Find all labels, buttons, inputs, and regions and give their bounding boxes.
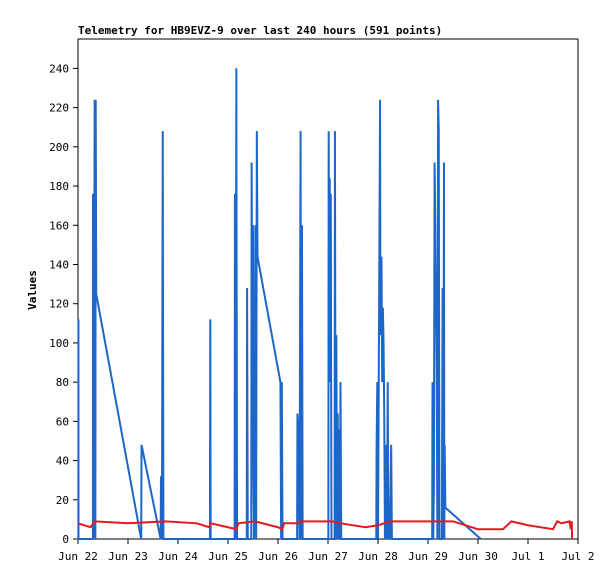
chart-title: Telemetry for HB9EVZ-9 over last 240 hou… — [78, 24, 442, 37]
x-tick-label: Jun 30 — [458, 550, 498, 563]
y-tick-label: 20 — [56, 494, 69, 507]
y-tick-label: 240 — [49, 62, 69, 75]
x-tick-label: Jun 28 — [358, 550, 398, 563]
x-tick-label: Jun 27 — [308, 550, 348, 563]
x-axis: Jun 22 Jun 23 Jun 24 Jun 25 Jun 26 Jun 27 Jun … — [58, 539, 595, 563]
y-tick-label: 0 — [62, 533, 69, 546]
x-tick-label: Jun 24 — [158, 550, 198, 563]
y-axis: 0 20 40 60 80 100 120 140 160 180 200 220 240 — [49, 62, 78, 546]
x-tick-label: Jul 1 — [511, 550, 544, 563]
y-tick-label: 200 — [49, 141, 69, 154]
series-line-2 — [77, 520, 574, 540]
x-tick-label: Jun 22 — [58, 550, 98, 563]
x-tick-label: Jun 29 — [408, 550, 448, 563]
x-tick-label: Jun 25 — [208, 550, 248, 563]
y-tick-label: 140 — [49, 258, 69, 271]
series-line-1 — [77, 68, 482, 540]
y-tick-label: 220 — [49, 102, 69, 115]
y-tick-label: 80 — [56, 376, 69, 389]
y-tick-label: 180 — [49, 180, 69, 193]
y-tick-label: 160 — [49, 219, 69, 232]
y-tick-label: 120 — [49, 298, 69, 311]
x-tick-label: Jul 2 — [561, 550, 594, 563]
series-layer — [77, 68, 574, 540]
y-tick-label: 60 — [56, 415, 69, 428]
x-tick-label: Jun 26 — [258, 550, 298, 563]
y-axis-label: Values — [26, 270, 39, 310]
x-tick-label: Jun 23 — [108, 550, 148, 563]
y-tick-label: 100 — [49, 337, 69, 350]
y-tick-label: 40 — [56, 455, 69, 468]
